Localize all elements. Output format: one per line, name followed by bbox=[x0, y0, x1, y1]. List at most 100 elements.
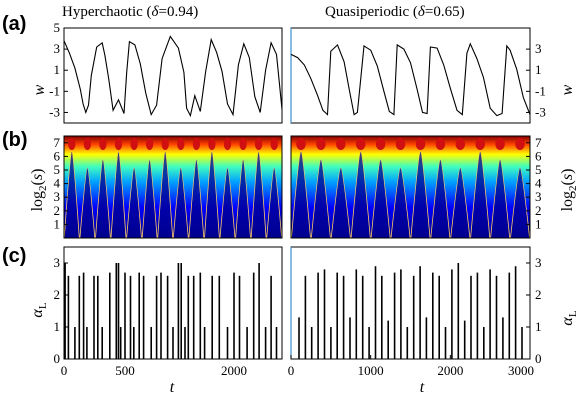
ytick-label: 2 bbox=[535, 203, 542, 218]
high-power-blob bbox=[239, 138, 247, 150]
cone-of-influence bbox=[95, 159, 111, 239]
ytick-label: 3 bbox=[54, 255, 61, 270]
cone-of-influence bbox=[330, 167, 351, 239]
panel-label-a: (a) bbox=[2, 13, 26, 35]
cone-of-influence bbox=[510, 167, 531, 239]
ytick-label: 3 bbox=[54, 189, 61, 204]
cone-of-influence bbox=[450, 167, 471, 239]
ytick-label: 3 bbox=[535, 41, 542, 56]
cone-of-influence bbox=[266, 167, 283, 239]
cone-of-influence bbox=[63, 150, 80, 239]
ytick-label: -1 bbox=[535, 83, 546, 98]
ytick-label: 6 bbox=[54, 148, 61, 163]
high-power-blob bbox=[99, 138, 107, 150]
high-power-blob bbox=[223, 138, 232, 150]
cone-of-influence bbox=[290, 150, 311, 239]
high-power-blob bbox=[177, 138, 185, 150]
cone-of-influence bbox=[470, 150, 491, 239]
cone-of-influence bbox=[490, 159, 511, 239]
cone-of-influence bbox=[235, 159, 251, 239]
high-power-blob bbox=[114, 138, 123, 150]
ytick-label: 7 bbox=[535, 135, 542, 150]
panel-a-right: 3 1 -1 -3 bbox=[290, 27, 546, 124]
ytick-label: -3 bbox=[49, 104, 60, 119]
cone-of-influence bbox=[370, 159, 391, 239]
xtick-label: 0 bbox=[288, 363, 295, 378]
high-power-blob bbox=[475, 138, 486, 150]
ytick-label: 7 bbox=[54, 135, 61, 150]
cone-of-influence bbox=[430, 159, 451, 239]
ytick-label: 3 bbox=[535, 255, 542, 270]
ytick-label: 2 bbox=[54, 287, 61, 302]
high-power-blob bbox=[515, 138, 525, 150]
cone-of-influence bbox=[410, 150, 431, 239]
high-power-blob bbox=[83, 138, 92, 150]
frame-c-right bbox=[290, 246, 531, 360]
high-power-blob bbox=[316, 138, 326, 150]
cone-of-influence bbox=[390, 167, 411, 239]
heatmap-right-bg bbox=[291, 136, 530, 238]
panel-c-right: 3 2 1 0 0 1000 2000 3000 bbox=[288, 246, 542, 378]
high-power-blob bbox=[208, 138, 216, 150]
cone-of-influence bbox=[110, 150, 127, 239]
ytick-label: 1 bbox=[535, 62, 542, 77]
high-power-blob bbox=[161, 138, 169, 150]
ylabel-c-right: αL bbox=[559, 310, 578, 325]
ylabel-b-right: log2(s) bbox=[559, 169, 578, 212]
ytick-label: 1 bbox=[54, 62, 61, 77]
ytick-label: 0 bbox=[535, 351, 542, 366]
high-power-blob bbox=[415, 138, 426, 150]
cone-of-influence bbox=[188, 159, 205, 239]
cone-of-influence bbox=[141, 159, 158, 239]
ytick-label: 1 bbox=[54, 216, 61, 231]
high-power-blob bbox=[455, 138, 466, 150]
xlabel-right: t bbox=[420, 379, 425, 396]
high-power-blob bbox=[130, 138, 138, 150]
frame-b-right bbox=[290, 135, 531, 239]
xlabel-left: t bbox=[170, 379, 175, 396]
high-power-blob bbox=[435, 138, 446, 150]
high-power-blob bbox=[375, 138, 386, 150]
ytick-label: 4 bbox=[535, 176, 542, 191]
ytick-label: 1 bbox=[535, 319, 542, 334]
panel-a-left: 5 3 1 -1 -3 bbox=[49, 20, 283, 124]
high-power-blob bbox=[395, 138, 406, 150]
ytick-label: 2 bbox=[54, 203, 61, 218]
ytick-label: 1 bbox=[535, 216, 542, 231]
ytick-label: 5 bbox=[535, 162, 542, 177]
ylabel-a-right: w bbox=[559, 84, 576, 95]
cone-of-influence bbox=[172, 167, 189, 239]
title-right: Quasiperiodic (δ=0.65) bbox=[325, 4, 465, 20]
series-w-right bbox=[290, 42, 531, 117]
xtick-label: 0 bbox=[61, 363, 68, 378]
xtick-label: 2000 bbox=[221, 363, 247, 378]
high-power-blob bbox=[145, 138, 154, 150]
ylabel-b-left: log2(s) bbox=[29, 169, 49, 212]
ytick-label: -3 bbox=[535, 104, 546, 119]
high-power-blob bbox=[355, 138, 366, 150]
ytick-label: 0 bbox=[54, 351, 61, 366]
high-power-blob bbox=[68, 138, 76, 150]
cone-of-influence bbox=[157, 150, 174, 239]
high-power-blob bbox=[192, 138, 201, 150]
panel-label-c: (c) bbox=[2, 245, 26, 267]
ytick-label: 1 bbox=[54, 319, 61, 334]
cone-of-influence bbox=[350, 150, 371, 239]
ytick-label: 5 bbox=[54, 162, 61, 177]
high-power-blob bbox=[336, 138, 346, 150]
frame-a-left bbox=[63, 27, 283, 124]
ytick-label: -1 bbox=[49, 83, 60, 98]
panel-c-left: 3 2 1 0 0 500 2000 bbox=[54, 246, 283, 378]
high-power-blob bbox=[495, 138, 505, 150]
high-power-blob bbox=[254, 138, 263, 150]
high-power-blob bbox=[270, 138, 278, 150]
xtick-label: 2000 bbox=[437, 363, 463, 378]
frame-a-right bbox=[290, 27, 531, 124]
cone-of-influence bbox=[250, 150, 267, 239]
title-left: Hyperchaotic (δ=0.94) bbox=[62, 4, 198, 20]
cone-of-influence bbox=[126, 167, 142, 239]
ytick-label: 3 bbox=[54, 41, 61, 56]
